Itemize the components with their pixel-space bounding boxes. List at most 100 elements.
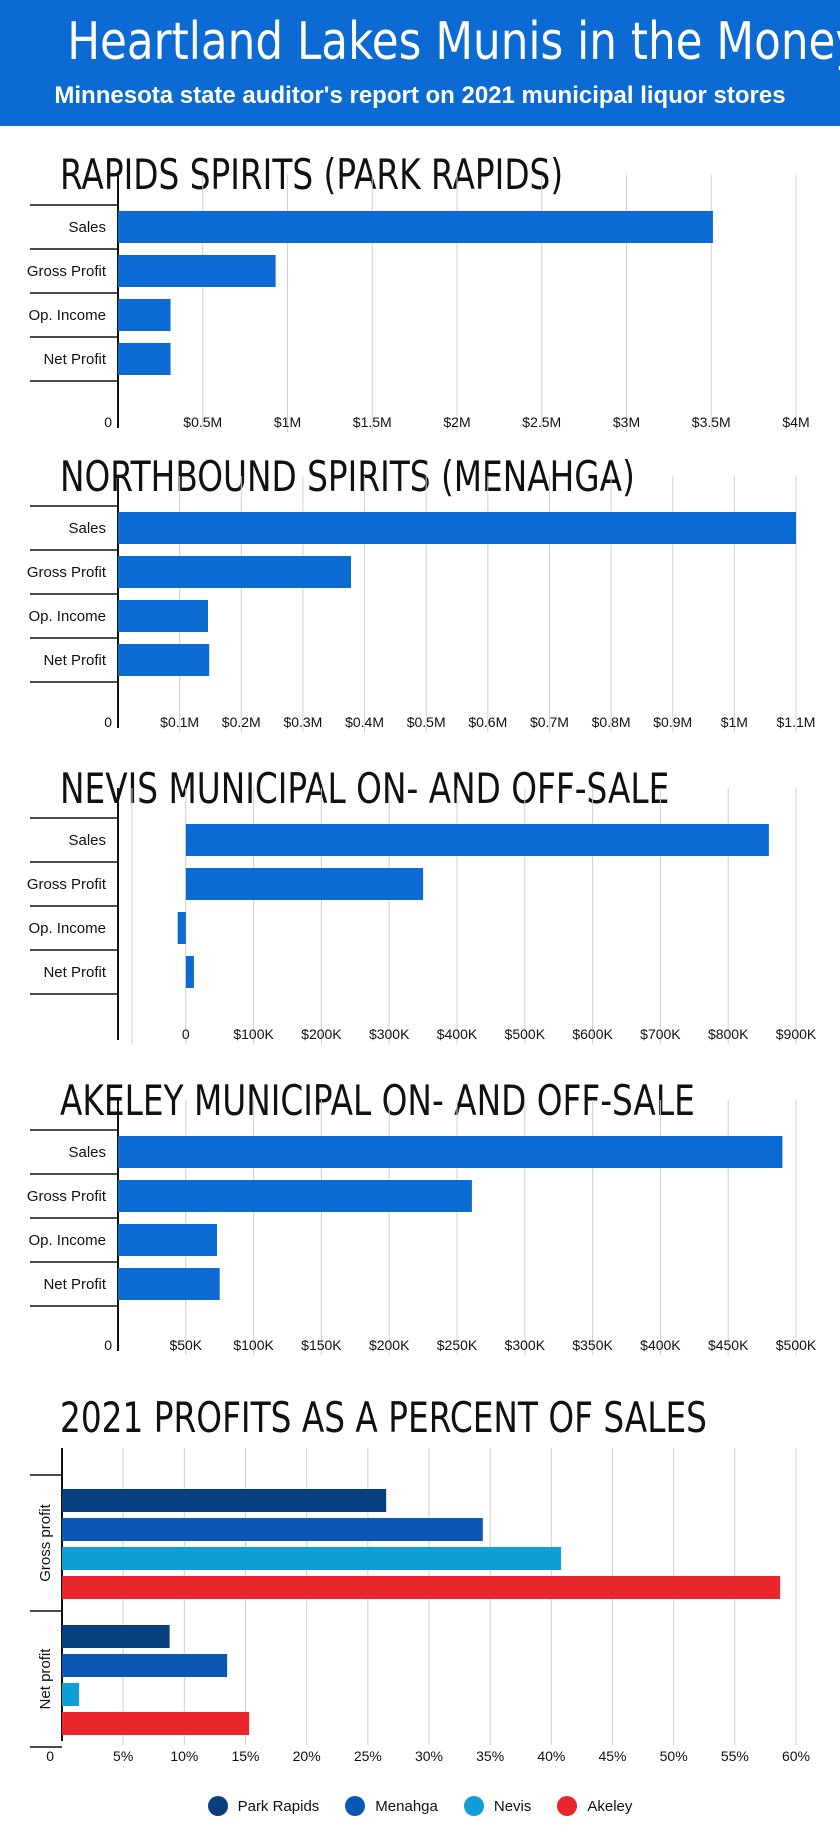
bar-gross-profit	[185, 868, 424, 900]
legend-swatch-park-rapids	[207, 1796, 228, 1816]
tick-label: 0	[104, 414, 112, 430]
tick-label: $200K	[369, 1337, 410, 1353]
category-label-gross-profit: Gross Profit	[27, 1188, 107, 1205]
bar-net-profit	[185, 956, 194, 988]
chart-title-menahga: NORTHBOUND SPIRITS (MENAHGA)	[60, 452, 635, 501]
chart-title-akeley: AKELEY MUNICIPAL ON- AND OFF-SALE	[60, 1076, 695, 1125]
tick-label: 30%	[415, 1748, 443, 1764]
legend-swatch-nevis	[463, 1796, 484, 1816]
tick-label: $500K	[505, 1026, 546, 1042]
bar-net-profit	[118, 343, 171, 375]
tick-label: 25%	[354, 1748, 382, 1764]
bar-net-profit-nevis	[62, 1683, 80, 1706]
category-label-gross-profit: Gross Profit	[27, 263, 107, 280]
bar-sales	[118, 512, 796, 544]
tick-label: 5%	[113, 1748, 133, 1764]
tick-label: $0.1M	[160, 714, 199, 730]
bar-op-income	[177, 912, 186, 944]
tick-label: 45%	[598, 1748, 626, 1764]
tick-label: $0.4M	[345, 714, 384, 730]
header-banner: Heartland Lakes Munis in the Money Minne…	[0, 0, 840, 126]
tick-label: 35%	[476, 1748, 504, 1764]
tick-label: $350K	[572, 1337, 613, 1353]
tick-label: $1.1M	[777, 714, 816, 730]
tick-label: $3M	[613, 414, 640, 430]
bar-gross-profit-menahga	[62, 1518, 483, 1541]
category-label-net-profit: Net profit	[37, 1648, 54, 1710]
tick-label: 40%	[537, 1748, 565, 1764]
legend-label-menahga: Menahga	[375, 1797, 438, 1815]
bar-sales	[185, 824, 769, 856]
category-label-gross-profit: Gross Profit	[27, 564, 107, 581]
legend-label-akeley: Akeley	[587, 1797, 633, 1815]
tick-label: $0.8M	[592, 714, 631, 730]
bar-net-profit-menahga	[62, 1654, 228, 1677]
tick-label: $1M	[274, 414, 301, 430]
tick-label: $0.3M	[283, 714, 322, 730]
tick-label: $0.7M	[530, 714, 569, 730]
page-subtitle: Minnesota state auditor's report on 2021…	[54, 82, 786, 109]
category-label-sales: Sales	[68, 520, 106, 537]
bar-op-income	[118, 600, 208, 632]
tick-label: $1M	[721, 714, 748, 730]
tick-label: 15%	[231, 1748, 259, 1764]
tick-label: $4M	[782, 414, 809, 430]
tick-label: 0	[46, 1748, 54, 1764]
tick-label: 0	[104, 1337, 112, 1353]
tick-label: $800K	[708, 1026, 749, 1042]
tick-label: $100K	[233, 1026, 274, 1042]
tick-label: $2.5M	[522, 414, 561, 430]
tick-label: 0	[104, 714, 112, 730]
legend-item-nevis: Nevis	[463, 1796, 532, 1816]
tick-label: $100K	[233, 1337, 274, 1353]
category-label-op-income: Op. Income	[28, 1232, 106, 1249]
tick-label: $250K	[437, 1337, 478, 1353]
legend-swatch-menahga	[345, 1796, 366, 1816]
bar-gross-profit	[118, 255, 276, 287]
tick-label: $0.9M	[653, 714, 692, 730]
page-title: Heartland Lakes Munis in the Money	[67, 12, 840, 72]
category-label-sales: Sales	[68, 219, 106, 236]
category-label-gross-profit: Gross Profit	[27, 876, 107, 893]
bar-net-profit	[118, 1268, 220, 1300]
tick-label: $50K	[169, 1337, 202, 1353]
legend-item-menahga: Menahga	[345, 1796, 438, 1816]
tick-label: $2M	[443, 414, 470, 430]
tick-label: $300K	[369, 1026, 410, 1042]
tick-label: $1.5M	[353, 414, 392, 430]
category-label-op-income: Op. Income	[28, 307, 106, 324]
tick-label: 0	[182, 1026, 190, 1042]
legend-label-nevis: Nevis	[493, 1797, 532, 1815]
tick-label: $900K	[776, 1026, 817, 1042]
tick-label: $0.2M	[222, 714, 261, 730]
bar-net-profit-park-rapids	[62, 1625, 170, 1648]
bar-op-income	[118, 1224, 217, 1256]
tick-label: 10%	[170, 1748, 198, 1764]
tick-label: 60%	[782, 1748, 810, 1764]
category-label-op-income: Op. Income	[28, 920, 106, 937]
tick-label: 55%	[721, 1748, 749, 1764]
bar-gross-profit-akeley	[62, 1576, 781, 1599]
tick-label: $3.5M	[692, 414, 731, 430]
legend-label-park-rapids: Park Rapids	[237, 1797, 320, 1815]
tick-label: $400K	[437, 1026, 478, 1042]
category-label-net-profit: Net Profit	[43, 1276, 106, 1293]
category-label-net-profit: Net Profit	[43, 652, 106, 669]
tick-label: $700K	[640, 1026, 681, 1042]
tick-label: $400K	[640, 1337, 681, 1353]
category-label-gross-profit: Gross profit	[37, 1503, 54, 1581]
bar-gross-profit	[118, 1180, 472, 1212]
chart-title-percent: 2021 PROFITS AS A PERCENT OF SALES	[60, 1393, 707, 1442]
category-label-sales: Sales	[68, 1144, 106, 1161]
tick-label: $200K	[301, 1026, 342, 1042]
tick-label: 50%	[660, 1748, 688, 1764]
tick-label: $450K	[708, 1337, 749, 1353]
tick-label: $600K	[572, 1026, 613, 1042]
tick-label: $300K	[505, 1337, 546, 1353]
bar-sales	[118, 211, 713, 243]
tick-label: 20%	[293, 1748, 321, 1764]
legend-swatch-akeley	[557, 1796, 578, 1816]
